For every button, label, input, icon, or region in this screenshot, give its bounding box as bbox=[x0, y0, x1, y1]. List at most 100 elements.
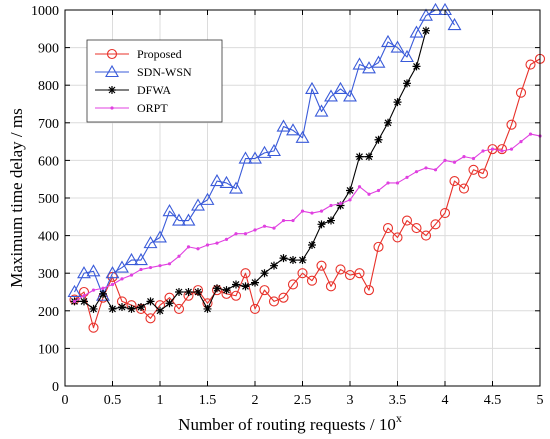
data-point-dot bbox=[405, 175, 409, 179]
y-tick-label: 900 bbox=[38, 42, 59, 57]
data-point-triangle bbox=[371, 55, 386, 68]
data-point-triangle bbox=[105, 64, 119, 78]
data-point-circle bbox=[458, 183, 470, 194]
legend-label: ORPT bbox=[137, 101, 168, 115]
data-point-triangle bbox=[134, 252, 148, 266]
y-tick-label: 200 bbox=[38, 305, 59, 320]
data-point-star bbox=[165, 299, 174, 308]
legend-item: SDN-WSN bbox=[95, 64, 192, 79]
data-point-circle bbox=[107, 271, 118, 283]
data-point-circle bbox=[240, 268, 251, 279]
series-layer bbox=[67, 2, 546, 333]
x-tick-label: 3 bbox=[347, 393, 354, 408]
data-point-dot bbox=[158, 264, 162, 268]
data-point-dot bbox=[300, 209, 305, 213]
data-point-dot bbox=[110, 282, 115, 287]
x-axis-label: Number of routing requests / 10x bbox=[178, 411, 402, 434]
data-point-dot bbox=[167, 262, 172, 266]
data-point-circle bbox=[525, 59, 536, 70]
data-point-star bbox=[232, 280, 240, 289]
data-point-circle bbox=[449, 176, 460, 187]
legend-label: SDN-WSN bbox=[137, 65, 192, 79]
data-point-dot bbox=[148, 265, 153, 270]
data-point-dot bbox=[471, 156, 476, 161]
x-tick-label: 3.5 bbox=[389, 393, 407, 408]
data-point-star bbox=[137, 303, 145, 312]
data-point-star bbox=[336, 201, 345, 210]
data-point-star bbox=[222, 286, 231, 295]
data-point-star bbox=[279, 254, 288, 263]
y-axis-label: Maximum time delay / ms bbox=[7, 108, 26, 287]
y-tick-label: 400 bbox=[38, 230, 59, 245]
series-orpt bbox=[72, 132, 542, 303]
legend-item: DFWA bbox=[95, 83, 171, 97]
data-point-star bbox=[89, 304, 98, 313]
y-tick-label: 100 bbox=[38, 342, 59, 357]
series-line bbox=[74, 133, 541, 302]
data-point-circle bbox=[468, 164, 479, 175]
data-point-dot bbox=[376, 188, 381, 193]
data-point-circle bbox=[106, 48, 118, 60]
series-sdn-wsn bbox=[67, 2, 462, 301]
data-point-star bbox=[270, 261, 278, 270]
data-point-dot bbox=[414, 170, 419, 174]
data-point-triangle bbox=[447, 17, 462, 31]
data-point-star bbox=[99, 289, 107, 298]
data-point-dot bbox=[129, 273, 134, 277]
data-point-triangle bbox=[390, 40, 405, 53]
data-point-dot bbox=[338, 202, 343, 206]
data-point-dot bbox=[433, 168, 438, 172]
data-point-triangle bbox=[257, 145, 272, 158]
data-point-star bbox=[146, 297, 155, 306]
data-point-star bbox=[355, 152, 364, 161]
data-point-star bbox=[298, 256, 307, 265]
data-point-triangle bbox=[172, 213, 186, 226]
data-point-dot bbox=[101, 286, 105, 290]
data-point-triangle bbox=[314, 104, 329, 117]
data-point-star bbox=[80, 297, 88, 306]
data-point-circle bbox=[401, 215, 413, 226]
x-tick-label: 0.5 bbox=[104, 393, 122, 408]
data-point-triangle bbox=[324, 89, 338, 102]
x-tick-label: 2 bbox=[252, 393, 259, 408]
data-point-triangle bbox=[77, 266, 91, 279]
data-point-dot bbox=[329, 203, 333, 208]
data-point-triangle bbox=[286, 123, 300, 136]
data-point-circle bbox=[373, 241, 384, 252]
x-tick-label: 4.5 bbox=[484, 393, 502, 408]
data-point-star bbox=[108, 304, 117, 313]
data-point-dot bbox=[224, 237, 229, 241]
y-tick-label: 0 bbox=[52, 380, 59, 395]
x-tick-label: 0 bbox=[62, 393, 69, 408]
data-point-triangle bbox=[428, 2, 443, 16]
data-point-circle bbox=[287, 279, 299, 290]
data-point-star bbox=[156, 306, 164, 315]
y-tick-label: 800 bbox=[38, 79, 59, 94]
data-point-dot bbox=[120, 277, 124, 281]
data-point-triangle bbox=[67, 284, 82, 298]
data-point-dot bbox=[367, 192, 371, 196]
series-line bbox=[74, 58, 541, 329]
data-point-star bbox=[327, 216, 335, 225]
data-point-star bbox=[251, 278, 259, 287]
legend-label: Proposed bbox=[137, 47, 182, 61]
data-point-dot bbox=[443, 158, 447, 162]
data-point-circle bbox=[249, 303, 261, 314]
data-point-star bbox=[184, 288, 193, 296]
data-point-circle bbox=[230, 290, 242, 301]
data-point-dot bbox=[490, 147, 495, 151]
data-point-dot bbox=[509, 147, 514, 151]
x-tick-label: 1 bbox=[157, 393, 164, 408]
data-point-circle bbox=[392, 232, 403, 243]
data-point-dot bbox=[196, 247, 200, 251]
grid-lines bbox=[65, 10, 540, 386]
data-point-dot bbox=[253, 228, 257, 232]
data-point-triangle bbox=[229, 181, 243, 194]
data-point-circle bbox=[259, 285, 270, 296]
data-point-dot bbox=[500, 149, 504, 153]
data-point-circle bbox=[430, 219, 441, 230]
data-point-circle bbox=[477, 168, 489, 179]
data-point-circle bbox=[278, 292, 289, 303]
data-point-star bbox=[203, 304, 212, 313]
data-point-star bbox=[260, 269, 269, 278]
